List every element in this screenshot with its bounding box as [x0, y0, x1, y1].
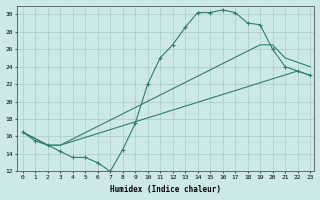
X-axis label: Humidex (Indice chaleur): Humidex (Indice chaleur) — [110, 185, 221, 194]
